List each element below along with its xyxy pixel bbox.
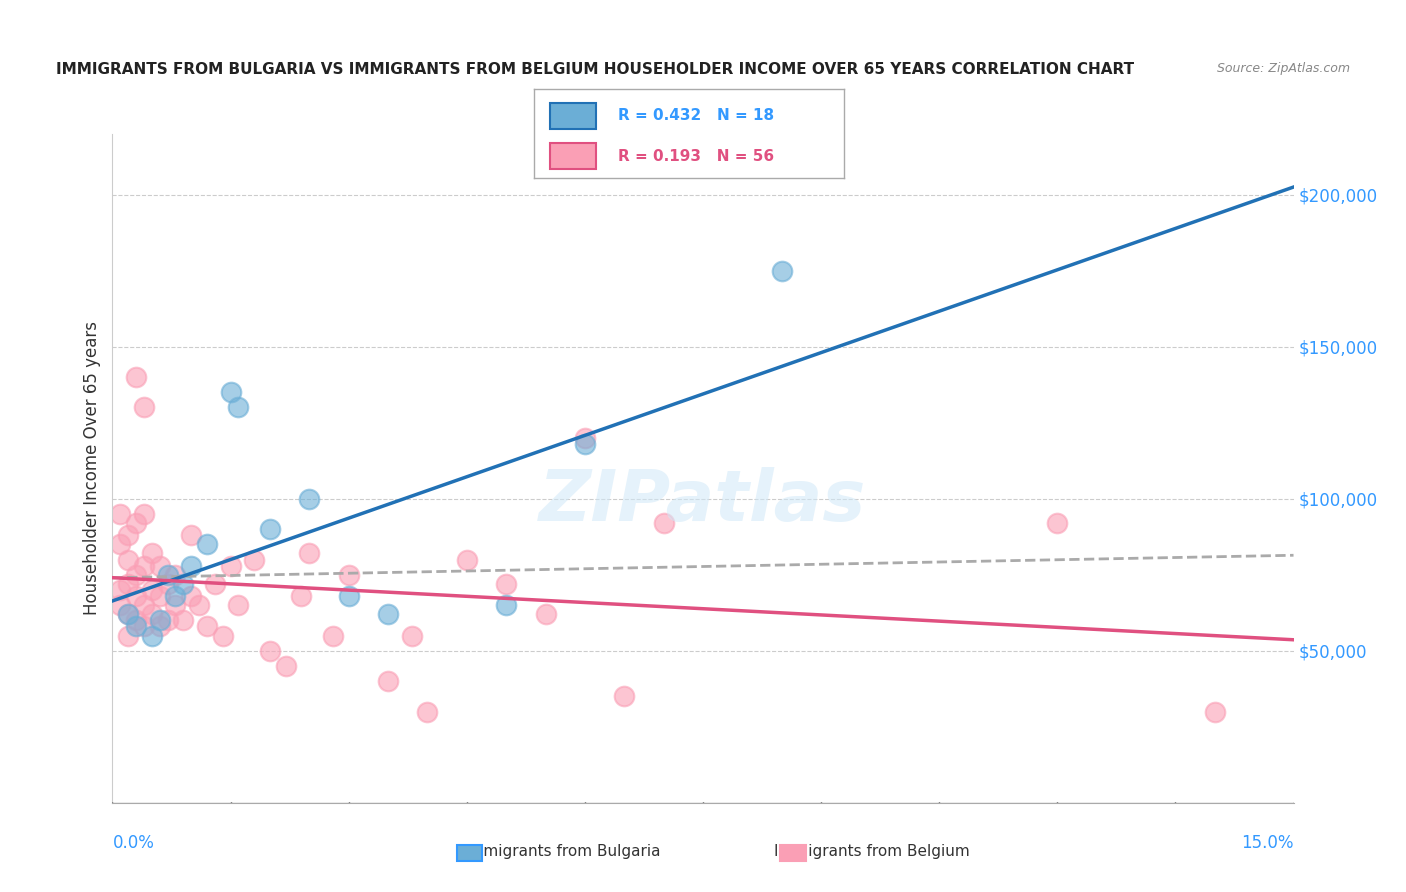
Point	[125, 589, 148, 603]
Point	[149, 619, 172, 633]
Point	[613, 690, 636, 704]
Point	[401, 628, 423, 642]
Point	[298, 491, 321, 506]
Point	[125, 619, 148, 633]
Point	[1046, 516, 1069, 530]
Point	[228, 598, 250, 612]
Text: Immigrants from Belgium: Immigrants from Belgium	[773, 845, 970, 859]
Point	[195, 619, 218, 633]
Text: R = 0.432   N = 18: R = 0.432 N = 18	[617, 109, 773, 123]
Point	[188, 598, 211, 612]
Point	[259, 644, 281, 658]
FancyBboxPatch shape	[550, 143, 596, 169]
Text: ZIPatlas: ZIPatlas	[540, 467, 866, 536]
Point	[141, 582, 163, 597]
Point	[149, 613, 172, 627]
Point	[416, 705, 439, 719]
Point	[125, 567, 148, 582]
Point	[495, 598, 517, 612]
Text: 15.0%: 15.0%	[1241, 834, 1294, 852]
Point	[172, 613, 194, 627]
Point	[149, 558, 172, 573]
Point	[180, 558, 202, 573]
Point	[165, 589, 187, 603]
Point	[377, 674, 399, 689]
Point	[117, 607, 139, 622]
Point	[574, 437, 596, 451]
Point	[141, 546, 163, 560]
Point	[290, 589, 312, 603]
Text: IMMIGRANTS FROM BULGARIA VS IMMIGRANTS FROM BELGIUM HOUSEHOLDER INCOME OVER 65 Y: IMMIGRANTS FROM BULGARIA VS IMMIGRANTS F…	[56, 62, 1135, 78]
Point	[110, 537, 132, 551]
Point	[180, 528, 202, 542]
Point	[117, 577, 139, 591]
Text: 0.0%: 0.0%	[112, 834, 155, 852]
Point	[110, 507, 132, 521]
Point	[165, 598, 187, 612]
Point	[172, 577, 194, 591]
Point	[495, 577, 517, 591]
Point	[337, 589, 360, 603]
Point	[204, 577, 226, 591]
Point	[180, 589, 202, 603]
Point	[132, 401, 155, 415]
Point	[132, 558, 155, 573]
Point	[125, 613, 148, 627]
Point	[132, 507, 155, 521]
Point	[195, 537, 218, 551]
Point	[149, 589, 172, 603]
Point	[125, 370, 148, 384]
Text: Immigrants from Bulgaria: Immigrants from Bulgaria	[464, 845, 661, 859]
Point	[377, 607, 399, 622]
Point	[243, 552, 266, 566]
Point	[211, 628, 233, 642]
Point	[110, 598, 132, 612]
Point	[322, 628, 344, 642]
Point	[274, 659, 297, 673]
Text: Source: ZipAtlas.com: Source: ZipAtlas.com	[1216, 62, 1350, 76]
Point	[219, 558, 242, 573]
FancyBboxPatch shape	[550, 103, 596, 129]
Point	[1204, 705, 1226, 719]
Point	[456, 552, 478, 566]
Point	[259, 522, 281, 536]
Point	[228, 401, 250, 415]
Point	[156, 567, 179, 582]
Point	[165, 567, 187, 582]
Point	[117, 607, 139, 622]
Point	[652, 516, 675, 530]
Point	[156, 613, 179, 627]
Point	[117, 628, 139, 642]
Point	[574, 431, 596, 445]
Point	[132, 598, 155, 612]
Point	[110, 582, 132, 597]
Y-axis label: Householder Income Over 65 years: Householder Income Over 65 years	[83, 321, 101, 615]
Point	[125, 516, 148, 530]
Point	[534, 607, 557, 622]
Point	[132, 619, 155, 633]
Point	[337, 567, 360, 582]
Point	[141, 607, 163, 622]
Point	[770, 263, 793, 277]
Point	[117, 552, 139, 566]
Point	[219, 385, 242, 400]
Point	[141, 628, 163, 642]
Point	[298, 546, 321, 560]
Text: R = 0.193   N = 56: R = 0.193 N = 56	[617, 149, 773, 163]
Point	[117, 528, 139, 542]
Point	[156, 577, 179, 591]
